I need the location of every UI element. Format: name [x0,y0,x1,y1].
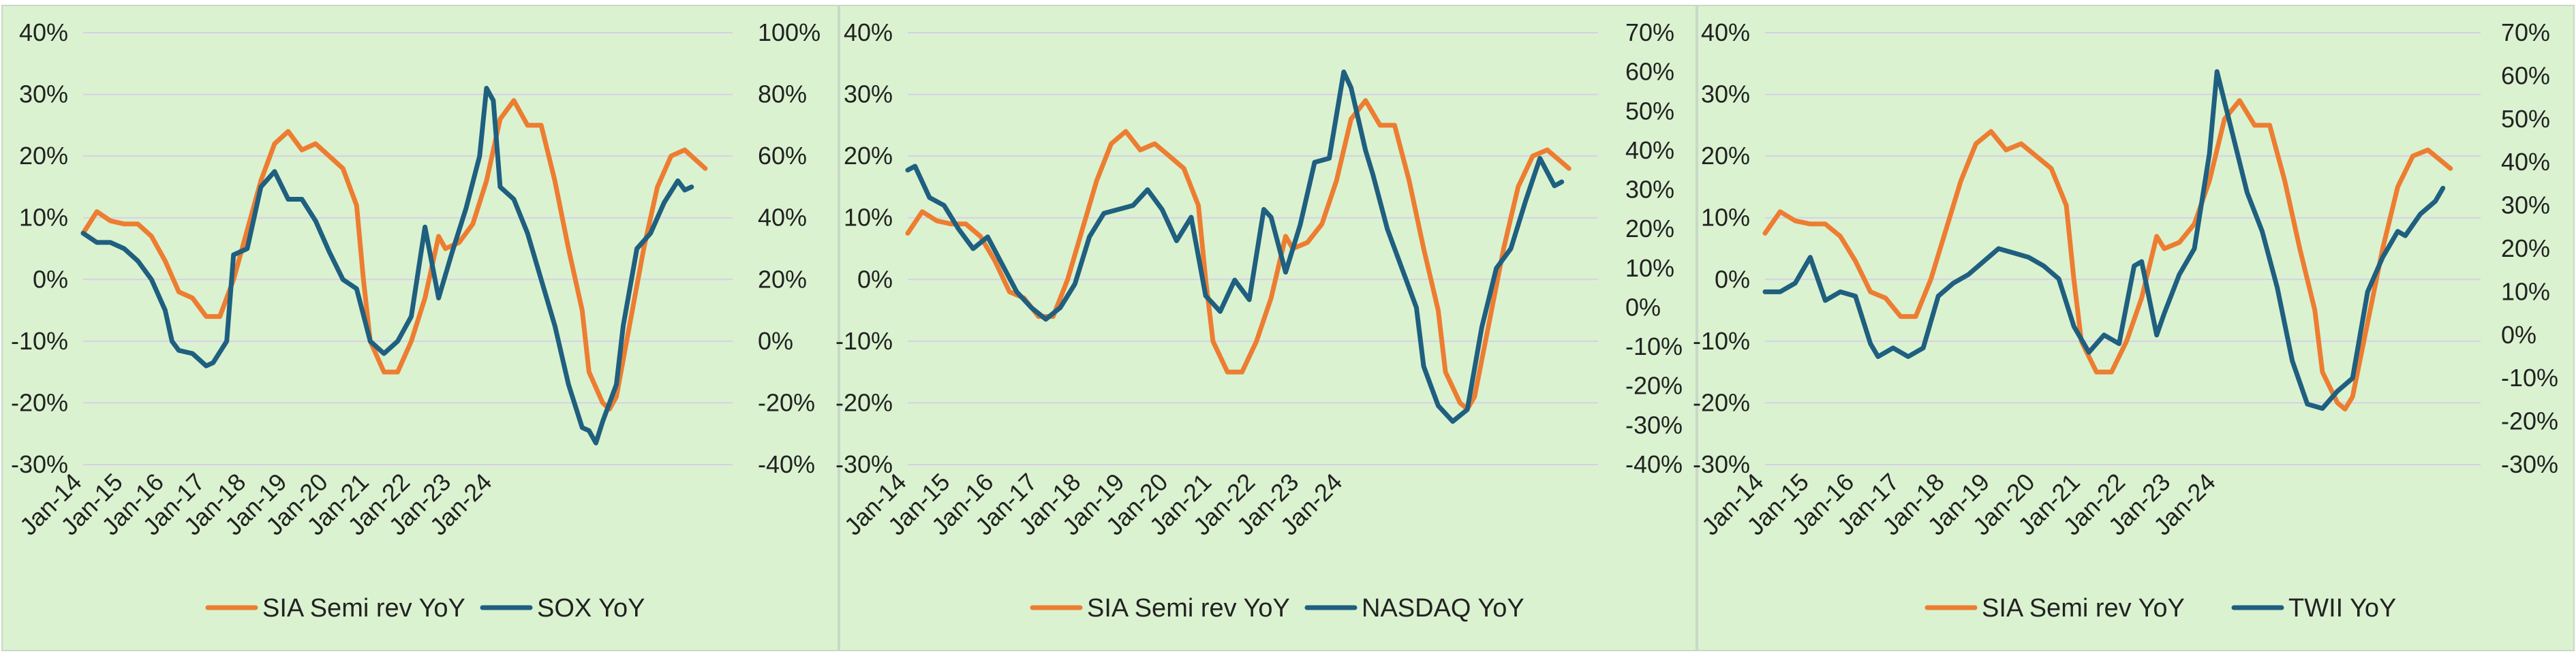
y-right-tick-label: 80% [758,80,807,108]
y-right-tick-label: -20% [1625,372,1683,400]
y-right-tick-label: -40% [1625,450,1683,478]
y-left-tick-label: -10% [835,327,893,355]
y-right-tick-label: 40% [1625,136,1674,164]
y-left-tick-label: 10% [19,204,68,232]
y-left-tick-label: -20% [11,388,68,416]
y-right-tick-label: 10% [2501,277,2550,305]
y-left-tick-label: 20% [19,142,68,170]
y-left-tick-label: -30% [11,450,68,478]
y-left-tick-label: 10% [844,204,893,232]
y-left-tick-label: 40% [844,18,893,46]
panel-background [1697,5,2575,651]
y-right-tick-label: -20% [2501,407,2558,435]
y-right-tick-label: 60% [2501,61,2550,89]
y-axis-left: 40% 30% 20% 10% 0% -10% -20% -30% [11,18,68,478]
y-right-tick-label: 20% [1625,215,1674,243]
y-right-tick-label: 100% [758,18,821,46]
y-left-tick-label: -20% [835,388,893,416]
y-left-tick-label: 0% [33,265,68,293]
chart-panel-sox: 40% 30% 20% 10% 0% -10% -20% -30% 100% 80% 60% 40%… [1,5,839,651]
y-right-tick-label: -10% [1625,332,1683,360]
y-right-tick-label: -30% [2501,450,2558,478]
y-right-tick-label: 0% [2501,321,2536,349]
y-left-tick-label: 30% [844,80,893,108]
panel-background [839,5,1697,651]
y-right-tick-label: 40% [758,204,807,232]
y-left-tick-label: 40% [1701,18,1750,46]
y-right-tick-label: 50% [1625,97,1674,125]
y-left-tick-label: -20% [1693,388,1750,416]
y-left-tick-label: -30% [1693,450,1750,478]
y-axis-left: 40% 30% 20% 10% 0% -10% -20% -30% [835,18,893,478]
series-lines [1762,69,2453,411]
legend-label: SIA Semi rev YoY [1982,594,2185,623]
legend-label: SIA Semi rev YoY [1087,594,1290,623]
y-left-tick-label: 30% [19,80,68,108]
legend: SIA Semi rev YoY TWII YoY [1925,594,2396,623]
y-right-tick-label: 40% [2501,148,2550,176]
y-left-tick-label: 0% [857,265,893,293]
y-right-tick-label: -40% [758,450,815,478]
y-right-tick-label: 30% [1625,176,1674,204]
legend-label: SOX YoY [537,594,645,623]
y-axis-left: 40% 30% 20% 10% 0% -10% -20% -30% [1693,18,1750,478]
series-lines [905,69,1571,424]
y-right-tick-label: 60% [758,142,807,170]
y-right-tick-label: 0% [758,327,793,355]
y-right-tick-label: -20% [758,388,815,416]
y-left-tick-label: -10% [11,327,68,355]
legend-label: SIA Semi rev YoY [262,594,465,623]
legend-label: TWII YoY [2288,594,2396,623]
y-left-tick-label: -30% [835,450,893,478]
y-right-tick-label: 30% [2501,191,2550,219]
chart-panel-twii: 40% 30% 20% 10% 0% -10% -20% -30% 70% 60% 50% 40% 3… [1693,5,2575,651]
y-right-tick-label: 0% [1625,293,1661,321]
y-right-tick-label: 10% [1625,254,1674,282]
y-right-tick-label: -30% [1625,411,1683,439]
chart-panel-nasdaq: 40% 30% 20% 10% 0% -10% -20% -30% 70% 60% 50% 40% 3… [835,5,1697,651]
legend-label: NASDAQ YoY [1362,594,1524,623]
y-left-tick-label: 0% [1715,265,1750,293]
y-left-tick-label: -10% [1693,327,1750,355]
y-right-tick-label: 60% [1625,58,1674,86]
y-left-tick-label: 20% [1701,142,1750,170]
y-axis-right: 100% 80% 60% 40% 20% 0% -20% -40% [758,18,821,478]
y-axis-right: 70% 60% 50% 40% 30% 20% 10% 0% -10% -20% -30% [2501,18,2558,478]
legend: SIA Semi rev YoY NASDAQ YoY [1030,594,1524,623]
gridlines [83,32,733,465]
series-line-1 [80,86,694,446]
y-left-tick-label: 20% [844,142,893,170]
series-line-1 [1762,69,2446,411]
y-axis-right: 70% 60% 50% 40% 30% 20% 10% 0% -10% -20% -30% -40% [1625,18,1683,478]
series-lines [80,86,708,446]
y-left-tick-label: 10% [1701,204,1750,232]
y-right-tick-label: -10% [2501,364,2558,392]
series-line-0 [1762,98,2453,411]
y-right-tick-label: 20% [758,265,807,293]
series-line-1 [905,69,1565,424]
panel-background [1,5,839,651]
y-right-tick-label: 70% [1625,18,1674,46]
y-right-tick-label: 20% [2501,234,2550,262]
y-right-tick-label: 70% [2501,18,2550,46]
legend: SIA Semi rev YoY SOX YoY [205,594,645,623]
y-right-tick-label: 50% [2501,105,2550,133]
y-left-tick-label: 30% [1701,80,1750,108]
y-left-tick-label: 40% [19,18,68,46]
